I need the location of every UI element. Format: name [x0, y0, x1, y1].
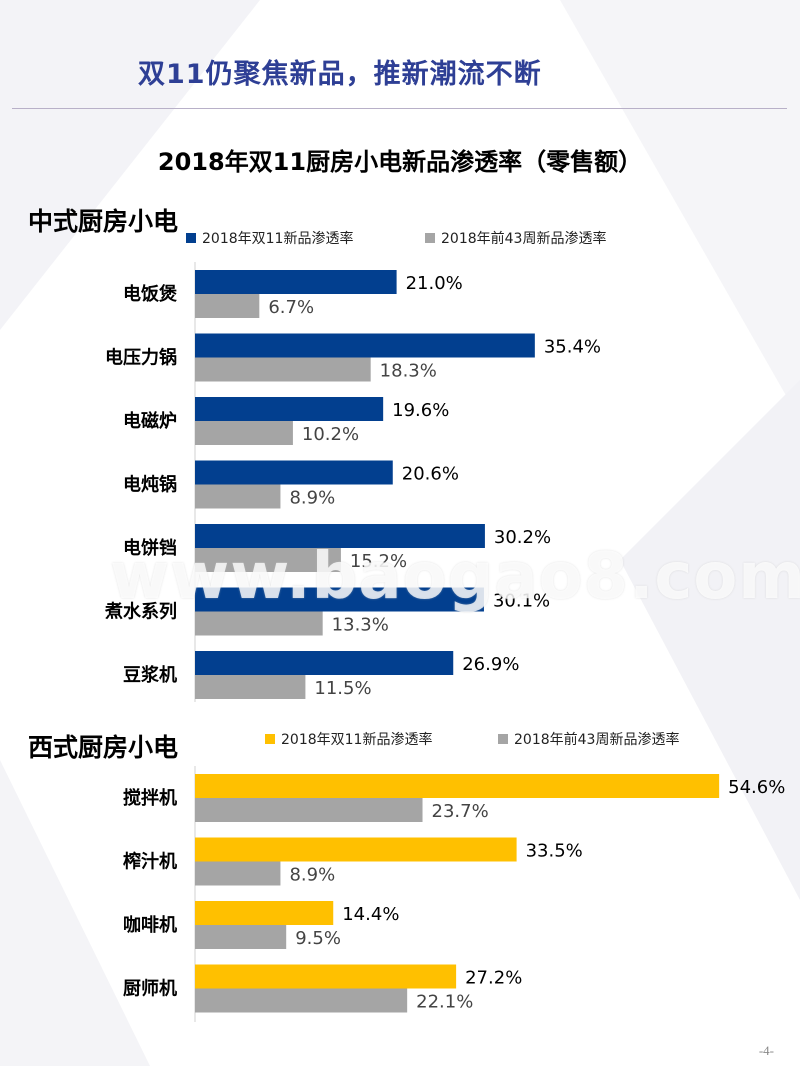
legend-marker-1: [186, 233, 196, 243]
bar-primary: [195, 964, 457, 989]
data-label: 6.7%: [268, 297, 314, 318]
category-label: 榨汁机: [123, 851, 177, 873]
data-label: 20.6%: [402, 464, 459, 485]
bar-secondary: [195, 988, 408, 1013]
bar-secondary: [195, 798, 423, 822]
bar-secondary: [195, 294, 260, 318]
bar-primary: [195, 587, 484, 612]
data-label: 33.5%: [526, 841, 583, 862]
data-label: 11.5%: [314, 678, 371, 699]
bar-primary: [195, 774, 720, 798]
data-label: 8.9%: [289, 488, 335, 509]
bar-secondary: [195, 548, 341, 572]
legend-marker-2: [425, 233, 435, 243]
header-divider: [12, 108, 787, 109]
bar-primary: [195, 651, 454, 675]
data-label: 30.1%: [493, 591, 550, 612]
category-label: 电炖锅: [123, 474, 177, 496]
category-label: 豆浆机: [123, 664, 177, 686]
data-label: 54.6%: [728, 777, 785, 798]
bar-primary: [195, 270, 397, 294]
data-label: 19.6%: [392, 400, 449, 421]
bar-secondary: [195, 484, 281, 509]
data-label: 10.2%: [302, 424, 359, 445]
category-label: 电饼铛: [123, 537, 177, 559]
data-label: 13.3%: [332, 615, 389, 636]
legend-label-2: 2018年前43周新品渗透率: [441, 230, 606, 247]
data-label: 8.9%: [289, 865, 335, 886]
category-label: 电饭煲: [123, 283, 178, 305]
data-label: 18.3%: [380, 361, 437, 382]
legend-label-1: 2018年双11新品渗透率: [202, 230, 353, 247]
section-title-chinese: 中式厨房小电: [28, 207, 179, 236]
bar-secondary: [195, 357, 371, 382]
legend-marker-2: [498, 734, 508, 744]
category-label: 搅拌机: [123, 787, 177, 809]
category-label: 厨师机: [123, 978, 177, 1000]
data-label: 30.2%: [494, 527, 551, 548]
category-label: 咖啡机: [123, 914, 177, 936]
bar-secondary: [195, 861, 281, 886]
data-label: 35.4%: [544, 337, 601, 358]
data-label: 27.2%: [465, 968, 522, 989]
bar-primary: [195, 460, 393, 485]
bar-secondary: [195, 925, 287, 949]
data-label: 15.2%: [350, 551, 407, 572]
bar-primary: [195, 397, 384, 421]
category-label: 电压力锅: [105, 347, 177, 369]
data-label: 14.4%: [342, 904, 399, 925]
data-label: 22.1%: [416, 992, 473, 1013]
page-number: -4-: [758, 1043, 774, 1058]
bar-secondary: [195, 675, 306, 699]
category-label: 煮水系列: [104, 601, 177, 623]
chart-title: 2018年双11厨房小电新品渗透率（零售额）: [157, 148, 643, 176]
watermark: www.baogao8.com: [110, 540, 800, 614]
data-label: 23.7%: [432, 801, 489, 822]
bar-secondary: [195, 421, 293, 445]
bar-primary: [195, 837, 517, 862]
category-label: 电磁炉: [123, 410, 177, 432]
data-label: 26.9%: [462, 654, 519, 675]
bar-primary: [195, 333, 535, 358]
legend-marker-1: [265, 734, 275, 744]
page-title: 双11仍聚焦新品，推新潮流不断: [138, 59, 542, 90]
bar-primary: [195, 901, 334, 925]
legend-label-2: 2018年前43周新品渗透率: [514, 731, 679, 748]
section-title-western: 西式厨房小电: [28, 733, 179, 762]
bar-primary: [195, 524, 485, 548]
data-label: 21.0%: [406, 273, 463, 294]
data-label: 9.5%: [295, 928, 341, 949]
bar-secondary: [195, 611, 323, 636]
legend-label-1: 2018年双11新品渗透率: [281, 731, 432, 748]
